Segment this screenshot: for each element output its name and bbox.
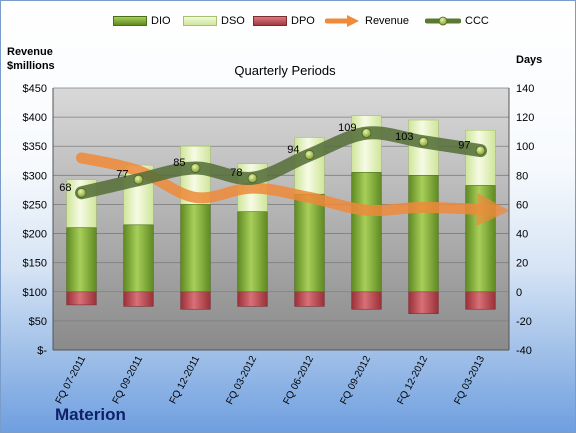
bar-dpo <box>294 291 325 307</box>
y-left-tick-label: $150 <box>23 258 47 270</box>
y-right-tick-label: -20 <box>516 316 532 328</box>
bar-dpo <box>123 291 154 307</box>
legend-label-dpo: DPO <box>291 15 315 27</box>
legend-swatch-ccc <box>425 16 461 26</box>
y-left-tick-label: $350 <box>23 141 47 153</box>
chart-title: Quarterly Periods <box>234 63 336 78</box>
ccc-marker <box>247 173 258 184</box>
y-left-axis-title-line1: Revenue <box>7 46 53 58</box>
bar-dpo <box>408 291 439 314</box>
y-left-tick-label: $- <box>37 345 47 357</box>
ccc-data-label: 85 <box>173 157 185 169</box>
y-right-tick-label: 80 <box>516 170 528 182</box>
ccc-marker <box>304 150 315 160</box>
x-tick-label: FQ 03-2012 <box>224 354 259 407</box>
ccc-marker <box>475 145 486 156</box>
ccc-data-label: 68 <box>59 182 71 194</box>
ccc-data-label: 77 <box>116 169 128 181</box>
ccc-data-label: 94 <box>287 144 299 156</box>
ccc-marker <box>76 187 87 198</box>
bar-dso <box>465 129 496 186</box>
x-tick-label: FQ 09-2012 <box>338 354 373 407</box>
x-tick-label: FQ 09-2011 <box>111 354 146 406</box>
bar-dio <box>180 204 211 293</box>
y-right-tick-label: 140 <box>516 83 534 95</box>
legend-label-ccc: CCC <box>465 15 489 27</box>
ccc-data-label: 109 <box>338 122 356 134</box>
y-left-tick-label: $100 <box>23 287 47 299</box>
ccc-data-label: 103 <box>395 131 413 143</box>
x-tick-label: FQ 12-2012 <box>395 354 430 407</box>
y-left-tick-label: $250 <box>23 199 47 211</box>
legend-swatch-revenue <box>325 15 359 27</box>
y-right-tick-label: 60 <box>516 199 528 211</box>
bar-dio <box>465 185 496 293</box>
legend-item-dso: DSO <box>183 15 245 27</box>
legend-label-revenue: Revenue <box>365 15 410 27</box>
ccc-marker <box>190 163 201 173</box>
legend-item-dpo: DPO <box>253 15 315 27</box>
bar-dio <box>294 193 325 293</box>
y-right-tick-label: -40 <box>516 345 532 357</box>
legend-swatch-dio <box>113 16 147 26</box>
y-left-tick-label: $300 <box>23 170 47 182</box>
x-tick-label: FQ 06-2012 <box>281 354 316 407</box>
x-tick-label: FQ 03-2013 <box>452 354 487 407</box>
bar-dio <box>66 227 97 293</box>
y-left-tick-label: $450 <box>23 83 47 95</box>
x-tick-label: FQ 07-2011 <box>54 354 89 406</box>
ccc-data-label: 78 <box>230 167 242 179</box>
bar-dpo <box>180 291 211 310</box>
bar-dio <box>408 175 439 293</box>
x-tick-label: FQ 12-2011 <box>168 354 203 406</box>
bar-dio <box>351 172 382 293</box>
y-right-axis-title: Days <box>516 54 543 66</box>
y-left-axis-title: Revenue $millions <box>7 45 55 73</box>
legend-label-dio: DIO <box>151 15 171 27</box>
line-series <box>75 126 510 227</box>
bar-dso <box>351 115 382 173</box>
bar-dio <box>237 211 268 293</box>
ccc-marker <box>418 136 429 147</box>
legend-swatch-dso <box>183 16 217 26</box>
ccc-marker <box>133 174 144 185</box>
legend-item-ccc: CCC <box>425 15 489 27</box>
legend-label-dso: DSO <box>221 15 245 27</box>
bar-dpo <box>351 291 382 310</box>
bar-dpo <box>465 291 496 310</box>
y-left-axis-title-line2: $millions <box>7 60 55 72</box>
y-right-tick-label: 20 <box>516 258 528 270</box>
data-labels: 68 77 85 78 94 109 103 97 <box>59 122 470 194</box>
ccc-marker <box>361 128 372 139</box>
y-left-tick-label: $200 <box>23 229 47 241</box>
y-right-tick-label: 40 <box>516 229 528 241</box>
legend-item-dio: DIO <box>113 15 171 27</box>
legend-item-revenue: Revenue <box>325 15 409 27</box>
y-left-tick-label: $50 <box>29 316 47 328</box>
y-right-tick-label: 120 <box>516 112 534 124</box>
bar-dio <box>123 224 154 293</box>
ccc-data-label: 97 <box>458 140 470 152</box>
y-right-tick-label: 0 <box>516 287 522 299</box>
bar-dpo <box>66 291 97 306</box>
plot-area <box>53 88 509 350</box>
company-name: Materion <box>55 405 126 424</box>
y-right-tick-label: 100 <box>516 141 534 153</box>
legend-swatch-dpo <box>253 16 287 26</box>
bar-dpo <box>237 291 268 307</box>
y-left-tick-label: $400 <box>23 112 47 124</box>
